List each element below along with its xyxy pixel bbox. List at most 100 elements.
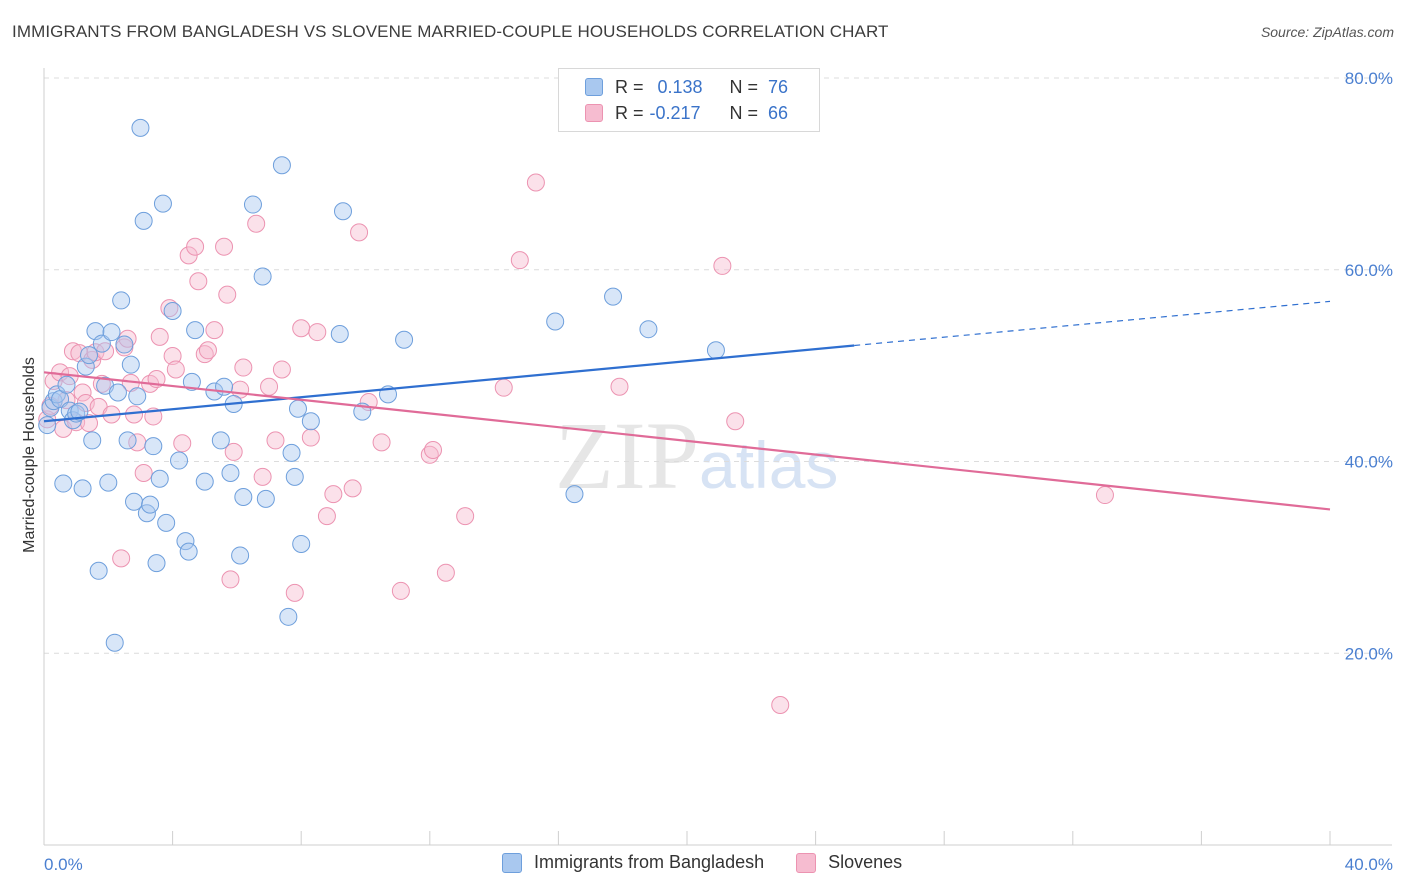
bangladesh-point — [121, 355, 140, 374]
bangladesh-point — [47, 385, 66, 404]
slovenes-point — [253, 467, 272, 486]
legend-n-label: N = — [729, 102, 759, 123]
bangladesh-point — [147, 554, 166, 573]
bangladesh-point — [179, 542, 198, 561]
bangladesh-point — [333, 202, 352, 221]
bangladesh-point — [282, 443, 301, 462]
bangladesh-point — [134, 211, 153, 230]
source-credit: Source: ZipAtlas.com — [1260, 24, 1394, 40]
slovenes-point — [324, 485, 343, 504]
slovenes-point — [247, 214, 266, 233]
series1-swatch-icon — [585, 78, 603, 96]
slovenes-trend-line — [43, 371, 1331, 511]
bangladesh-point — [80, 346, 99, 365]
bangladesh-point — [234, 487, 253, 506]
bangladesh-point — [211, 431, 230, 450]
slovenes-point — [118, 329, 137, 348]
slovenes-point — [420, 445, 439, 464]
slovenes-point — [456, 507, 475, 526]
slovenes-point — [610, 377, 629, 396]
slovenes-point — [372, 433, 391, 452]
bangladesh-trend-extension — [854, 300, 1331, 347]
slovenes-point — [272, 360, 291, 379]
bangladesh-point — [163, 301, 182, 320]
bangladesh-point — [105, 633, 124, 652]
watermark-atlas: atlas — [699, 428, 839, 502]
bangladesh-point — [131, 118, 150, 137]
bangladesh-point — [604, 287, 623, 306]
x-tick-label: 40.0% — [1345, 855, 1393, 874]
bangladesh-point — [243, 195, 262, 214]
series2-swatch-icon — [585, 104, 603, 122]
bangladesh-point — [118, 431, 137, 450]
bangladesh-point — [150, 469, 169, 488]
slovenes-point — [224, 442, 243, 461]
y-tick-label: 40.0% — [1345, 453, 1393, 472]
slovenes-point — [160, 299, 179, 318]
slovenes-point — [308, 323, 327, 342]
legend-r-label: R = — [615, 102, 644, 123]
slovenes-point — [221, 570, 240, 589]
slovenes-point — [424, 440, 443, 459]
y-tick-label: 80.0% — [1345, 69, 1393, 88]
slovenes-point — [285, 583, 304, 602]
bangladesh-trend-line — [43, 344, 855, 423]
bangladesh-point — [153, 194, 172, 213]
slovenes-point — [198, 341, 217, 360]
bangladesh-point — [292, 534, 311, 553]
slovenes-point — [713, 256, 732, 275]
bangladesh-point — [253, 267, 272, 286]
bangladesh-point — [195, 472, 214, 491]
bangladesh-point — [182, 372, 201, 391]
slovenes-point — [510, 251, 529, 270]
bangladesh-point — [157, 513, 176, 532]
y-tick-label: 60.0% — [1345, 261, 1393, 280]
bangladesh-point — [99, 473, 118, 492]
bangladesh-point — [565, 485, 584, 504]
y-axis-title: Married-couple Households — [21, 357, 38, 553]
legend-n-value: 66 — [768, 102, 789, 123]
series2-legend-swatch-icon — [796, 852, 817, 873]
slovenes-point — [134, 464, 153, 483]
legend-item-series2: Slovenes — [796, 852, 902, 873]
slovenes-point — [234, 358, 253, 377]
legend-n-label: N = — [729, 76, 759, 97]
bangladesh-point — [112, 291, 131, 310]
series1-legend-swatch-icon — [502, 852, 522, 873]
bangladesh-point — [141, 495, 160, 514]
stats-legend: R = 0.138 N = 76 R = -0.217 N = 66 — [558, 68, 820, 132]
bangladesh-point — [221, 464, 240, 483]
series-legend: Immigrants from Bangladesh Slovenes — [502, 852, 934, 873]
legend-row-series1: R = 0.138 N = 76 — [585, 74, 788, 100]
legend-r-label: R = — [615, 76, 644, 97]
slovenes-point — [189, 272, 208, 291]
watermark: ZIPatlas — [555, 400, 838, 511]
slovenes-point — [494, 378, 513, 397]
slovenes-point — [1095, 486, 1114, 505]
slovenes-point — [266, 431, 285, 450]
slovenes-point — [436, 563, 455, 582]
slovenes-point — [205, 321, 224, 340]
slovenes-point — [317, 507, 336, 526]
slovenes-point — [150, 327, 169, 346]
bangladesh-point — [186, 321, 205, 340]
bangladesh-point — [144, 437, 163, 456]
bangladesh-point — [102, 323, 121, 342]
slovenes-point — [526, 173, 545, 192]
bangladesh-point — [70, 402, 89, 421]
legend-r-value: 0.138 — [657, 76, 703, 97]
bangladesh-point — [76, 357, 95, 376]
y-tick-label: 20.0% — [1345, 644, 1393, 663]
bangladesh-point — [330, 324, 349, 343]
slovenes-point — [218, 285, 237, 304]
slovenes-point — [166, 360, 185, 379]
bangladesh-point — [38, 416, 57, 435]
legend-n-value: 76 — [768, 76, 789, 97]
slovenes-point — [292, 319, 311, 338]
bangladesh-point — [546, 312, 565, 331]
slovenes-point — [125, 405, 144, 424]
slovenes-point — [343, 479, 362, 498]
slovenes-point — [186, 237, 205, 256]
bangladesh-point — [170, 451, 189, 470]
